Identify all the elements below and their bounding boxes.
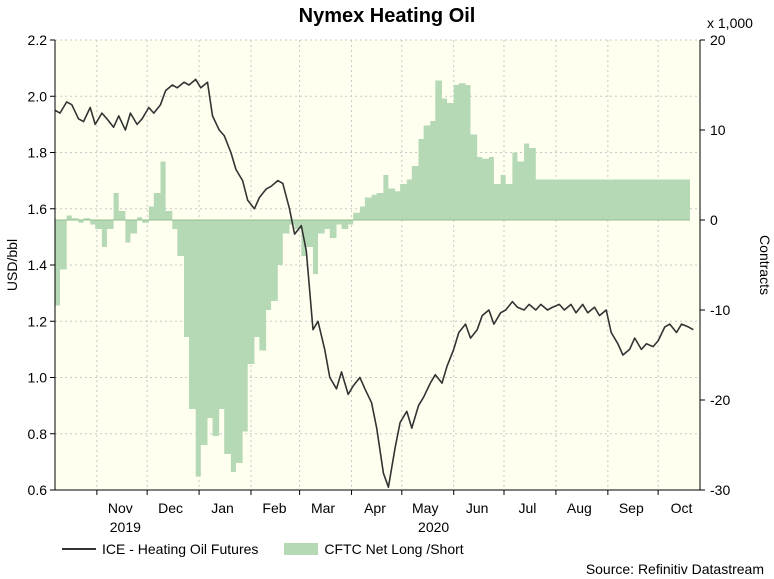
source-note: Source: Refinitiv Datastream xyxy=(585,561,764,577)
legend: ICE - Heating Oil Futures CFTC Net Long … xyxy=(62,539,490,559)
right-axis-multiplier: x 1,000 xyxy=(707,15,753,31)
left-tick-label: 1.6 xyxy=(28,201,48,217)
chart-title: Nymex Heating Oil xyxy=(299,5,476,27)
x-tick-label-month: Nov xyxy=(108,500,133,516)
right-tick-label: 0 xyxy=(710,212,718,228)
right-tick-label: 10 xyxy=(710,122,726,138)
x-tick-label-month: Dec xyxy=(158,500,183,516)
left-tick-label: 1.8 xyxy=(28,145,48,161)
legend-label-futures: ICE - Heating Oil Futures xyxy=(102,541,259,557)
plot-background xyxy=(55,40,700,490)
right-tick-label: -20 xyxy=(710,392,730,408)
left-tick-label: 2.0 xyxy=(28,88,48,104)
x-year-label-2019: 2019 xyxy=(110,519,141,535)
left-tick-label: 1.4 xyxy=(28,257,48,273)
x-tick-label-month: May xyxy=(412,500,438,516)
legend-label-cftc: CFTC Net Long /Short xyxy=(324,541,464,557)
x-tick-label-month: Mar xyxy=(311,500,335,516)
left-tick-label: 1.2 xyxy=(28,313,48,329)
left-tick-label: 0.8 xyxy=(28,426,48,442)
plot-area: 0.6 0.8 1.0 1.2 1.4 1.6 1.8 2.0 2.2 -30 -20 -10 0 10 2… xyxy=(28,32,731,535)
left-tick-label: 1.0 xyxy=(28,370,48,386)
right-tick-label: -30 xyxy=(710,482,730,498)
legend-item-cftc: CFTC Net Long /Short xyxy=(284,541,464,557)
x-tick-label-month: Feb xyxy=(262,500,286,516)
x-tick-label-month: Jul xyxy=(518,500,536,516)
right-tick-label: 20 xyxy=(710,32,726,48)
cftc-net-area xyxy=(55,80,690,477)
legend-item-futures: ICE - Heating Oil Futures xyxy=(62,541,258,557)
x-tick-label-month: Aug xyxy=(567,500,592,516)
legend-swatch-line xyxy=(62,548,96,550)
left-tick-label: 0.6 xyxy=(28,482,48,498)
x-tick-label-month: Jun xyxy=(466,500,489,516)
x-tick-label-month: Jan xyxy=(211,500,234,516)
heating-oil-line xyxy=(54,78,694,489)
right-tick-label: -10 xyxy=(710,302,730,318)
y-axis-label-right: Contracts xyxy=(757,235,773,295)
x-year-label-2020: 2020 xyxy=(418,519,449,535)
legend-swatch-area xyxy=(284,543,319,555)
x-tick-label-month: Oct xyxy=(671,500,693,516)
left-tick-label: 2.2 xyxy=(28,32,48,48)
x-tick-label-month: Apr xyxy=(364,500,386,516)
y-axis-label-left: USD/bbl xyxy=(4,239,20,291)
x-tick-label-month: Sep xyxy=(619,500,644,516)
